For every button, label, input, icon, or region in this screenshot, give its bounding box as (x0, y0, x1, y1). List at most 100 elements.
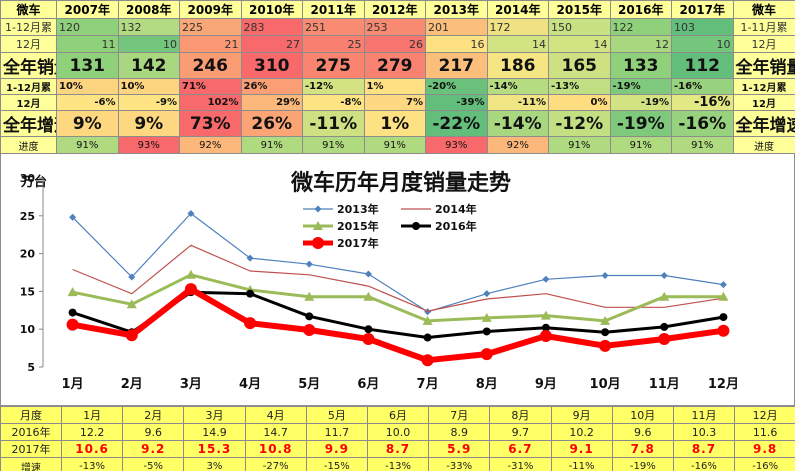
year-header-cell: 2010年 (240, 0, 303, 19)
summary-value-cell: 91% (302, 136, 365, 154)
legend-label: 2015年 (337, 219, 379, 233)
detail-row-label: 2017年 (0, 440, 62, 458)
summary-value-cell: 26 (363, 35, 426, 53)
summary-value-cell: 133 (609, 52, 672, 79)
detail-value-cell: -5% (122, 457, 185, 471)
series-point-3 (246, 289, 255, 298)
y-tick-label: 10 (20, 323, 36, 336)
summary-value-cell: 12 (609, 35, 672, 53)
summary-value-cell: -12% (302, 78, 365, 95)
x-tick-label: 4月 (239, 377, 261, 392)
summary-value-cell: 142 (117, 52, 180, 79)
summary-value-cell: 112 (671, 52, 734, 79)
series-point-2 (540, 310, 551, 320)
detail-value-cell: -15% (305, 457, 368, 471)
series-point-4 (66, 318, 79, 331)
row-right-label: 12月 (732, 35, 795, 53)
summary-value-cell: 0% (548, 94, 611, 111)
summary-value-cell: 1% (363, 78, 426, 95)
summary-value-cell: 91% (609, 136, 672, 154)
row-label: 1-12月累 (0, 18, 57, 36)
summary-value-cell: 26% (240, 78, 303, 95)
summary-value-cell: 14 (548, 35, 611, 53)
summary-value-cell: 217 (425, 52, 488, 79)
detail-value-cell: -31% (489, 457, 552, 471)
series-point-0 (483, 290, 491, 298)
summary-value-cell: 16 (425, 35, 488, 53)
year-header-cell: 2008年 (117, 0, 180, 19)
summary-value-cell: 29% (240, 94, 303, 111)
summary-value-cell: 131 (56, 52, 119, 79)
series-point-legend-0 (314, 205, 322, 213)
x-tick-label: 5月 (298, 377, 320, 392)
series-point-4 (717, 324, 730, 337)
annual-summary-table: 微车 2007年 2008年 2009年 2010年 2011年 2012年 2013年 201… (0, 0, 795, 154)
detail-value-cell: -33% (428, 457, 491, 471)
series-point-4 (362, 333, 375, 346)
summary-value-cell: -39% (425, 94, 488, 111)
summary-value-cell: -16% (671, 110, 734, 137)
x-tick-label: 2月 (121, 377, 143, 392)
summary-value-cell: 9% (117, 110, 180, 137)
year-header-row: 微车 2007年 2008年 2009年 2010年 2011年 2012年 2013年 201… (0, 0, 795, 19)
month-header-cell: 11月 (672, 406, 736, 424)
detail-row-label: 增速 (0, 457, 62, 471)
detail-value-cell: 9.8 (734, 440, 795, 458)
detail-value-cell: -16% (672, 457, 736, 471)
summary-value-cell: 201 (425, 18, 488, 36)
detail-value-cell: 10.6 (60, 440, 124, 458)
summary-value-cell: -20% (425, 78, 488, 95)
row-right-label: 12月 (732, 94, 795, 111)
detail-value-cell: 14.9 (183, 423, 246, 441)
series-point-4 (184, 283, 197, 296)
year-header-cell: 2013年 (425, 0, 488, 19)
summary-value-cell: -16% (671, 78, 734, 95)
series-point-2 (422, 315, 433, 325)
series-point-4 (303, 323, 316, 336)
summary-value-cell: 279 (363, 52, 426, 79)
x-tick-label: 3月 (180, 377, 202, 392)
series-point-0 (719, 281, 727, 289)
summary-value-cell: 71% (179, 78, 242, 95)
legend-label: 2013年 (337, 202, 379, 216)
detail-value-cell: 14.7 (244, 423, 307, 441)
summary-value-cell: -16% (671, 94, 734, 111)
summary-value-cell: 172 (486, 18, 549, 36)
row-right-label: 全年增速 (732, 110, 795, 137)
y-tick-label: 25 (20, 210, 35, 223)
summary-value-cell: 92% (179, 136, 242, 154)
series-point-0 (305, 260, 313, 268)
chart-title: 微车历年月度销量走势 (290, 170, 511, 196)
summary-value-cell: -14% (486, 110, 549, 137)
series-point-2 (185, 269, 196, 279)
detail-row-r17: 2017年 10.6 9.2 15.3 10.8 9.9 8.7 5.9 6.7 9.1 7.8 8.… (0, 440, 795, 458)
summary-value-cell: 10 (671, 35, 734, 53)
detail-value-cell: -27% (244, 457, 307, 471)
summary-value-cell: -11% (302, 110, 365, 137)
x-tick-label: 7月 (417, 377, 439, 392)
series-point-3 (68, 308, 77, 317)
row-label: 1-12月累 (0, 78, 57, 95)
summary-value-cell: 91% (671, 136, 734, 154)
summary-value-cell: 7% (363, 94, 426, 111)
summary-value-cell: 186 (486, 52, 549, 79)
year-header-cell: 2015年 (548, 0, 611, 19)
y-tick-label: 20 (20, 248, 36, 261)
detail-value-cell: 10.2 (550, 423, 613, 441)
detail-row-r16: 2016年 12.2 9.6 14.9 14.7 11.7 10.0 8.9 9.7 10.2 9.… (0, 423, 795, 441)
series-point-2 (600, 315, 611, 325)
series-point-0 (187, 210, 195, 218)
detail-value-cell: 10.8 (244, 440, 307, 458)
summary-value-cell: 165 (548, 52, 611, 79)
row-right-label: 全年销量 (732, 52, 795, 79)
x-tick-label: 8月 (476, 377, 498, 392)
summary-value-cell: 11 (56, 35, 119, 53)
series-line-0 (72, 212, 724, 313)
summary-value-cell: 25 (302, 35, 365, 53)
x-tick-label: 9月 (535, 377, 557, 392)
chart-area: 微车历年月度销量走势 万台 5 10 15 20 25 30 1月 2月 3月 4月 5月 6月 7月 8月 9… (0, 153, 795, 406)
row-label: 进度 (0, 136, 57, 154)
x-tick-label: 12月 (708, 377, 739, 392)
detail-value-cell: 15.3 (183, 440, 246, 458)
summary-value-cell: 122 (609, 18, 672, 36)
